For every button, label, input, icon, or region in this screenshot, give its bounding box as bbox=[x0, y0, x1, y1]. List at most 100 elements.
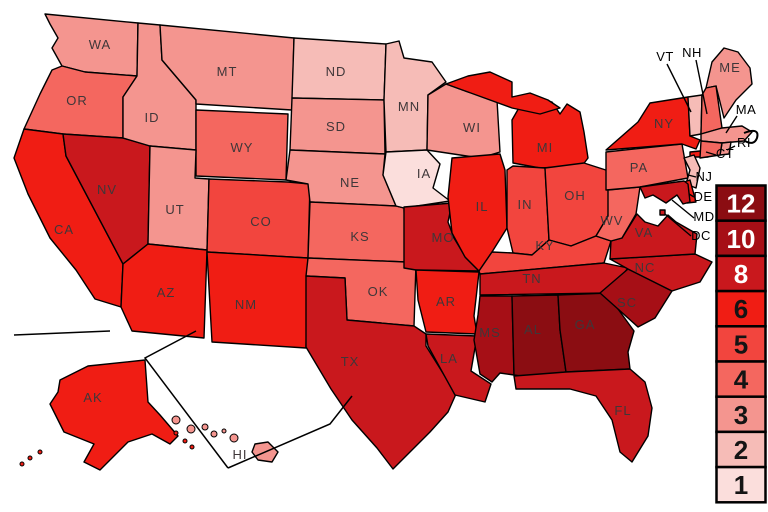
pointer-line-ri bbox=[726, 145, 736, 151]
legend-value-12: 12 bbox=[727, 189, 756, 219]
island-hi bbox=[201, 423, 209, 431]
state-label-mt: MT bbox=[217, 64, 238, 79]
state-md[interactable] bbox=[639, 180, 691, 205]
state-label-in: IN bbox=[518, 197, 533, 212]
state-label-nd: ND bbox=[326, 64, 347, 79]
pointer-line-ct bbox=[705, 151, 717, 156]
legend-swatch-12 bbox=[715, 184, 767, 222]
state-label-az: AZ bbox=[157, 285, 176, 300]
state-label-nv: NV bbox=[97, 182, 117, 197]
state-label-wa: WA bbox=[89, 37, 111, 52]
cape-cod-hook bbox=[743, 129, 759, 144]
island-ak bbox=[182, 438, 188, 444]
state-label-pa: PA bbox=[630, 160, 648, 175]
state-label-ma: MA bbox=[736, 102, 757, 117]
state-label-oh: OH bbox=[564, 188, 586, 203]
pointer-line-nj bbox=[687, 174, 697, 178]
state-label-mo: MO bbox=[432, 230, 455, 245]
legend-value-4: 4 bbox=[734, 365, 749, 395]
state-nh[interactable] bbox=[700, 85, 723, 135]
pointer-line-nh bbox=[695, 59, 708, 115]
pointer-line-de bbox=[688, 193, 695, 198]
state-label-nc: NC bbox=[635, 260, 656, 275]
state-mn[interactable] bbox=[383, 40, 447, 153]
state-label-dc: DC bbox=[691, 228, 711, 243]
legend-value-10: 10 bbox=[727, 224, 756, 254]
state-nj[interactable] bbox=[683, 154, 701, 189]
legend-swatch-5 bbox=[715, 325, 767, 363]
state-label-ms: MS bbox=[479, 325, 501, 340]
legend-value-6: 6 bbox=[734, 294, 748, 324]
island-ak bbox=[173, 430, 179, 436]
state-label-tn: TN bbox=[522, 271, 541, 286]
state-label-me: ME bbox=[719, 60, 741, 75]
state-label-mi: MI bbox=[537, 140, 553, 155]
pointer-line-dc bbox=[664, 213, 692, 237]
state-va[interactable] bbox=[609, 213, 698, 260]
pointer-line-md bbox=[671, 199, 695, 219]
state-label-wy: WY bbox=[231, 140, 254, 155]
state-label-nj: NJ bbox=[696, 169, 713, 184]
state-label-ne: NE bbox=[340, 175, 360, 190]
state-vt[interactable] bbox=[687, 94, 703, 137]
state-fl[interactable] bbox=[513, 368, 653, 463]
legend-swatch-8 bbox=[715, 254, 767, 293]
state-label-sd: SD bbox=[326, 119, 346, 134]
state-label-ca: CA bbox=[54, 222, 74, 237]
island-hi bbox=[210, 430, 218, 438]
state-label-ri: RI bbox=[737, 135, 751, 150]
state-label-fl: FL bbox=[614, 403, 631, 418]
island-ak bbox=[27, 455, 33, 461]
state-ct[interactable] bbox=[699, 140, 723, 159]
state-label-va: VA bbox=[635, 225, 653, 240]
island-hi bbox=[221, 428, 227, 434]
state-label-de: DE bbox=[693, 189, 712, 204]
inset-divider-lines bbox=[13, 129, 759, 469]
state-me[interactable] bbox=[705, 47, 753, 119]
state-label-ny: NY bbox=[654, 116, 674, 131]
island-hi bbox=[171, 415, 181, 425]
legend-swatch-3 bbox=[715, 395, 767, 434]
state-label-md: MD bbox=[693, 209, 714, 224]
state-label-co: CO bbox=[250, 214, 272, 229]
state-label-ky: KY bbox=[535, 238, 554, 253]
state-label-wi: WI bbox=[463, 120, 481, 135]
state-label-ia: IA bbox=[417, 166, 431, 181]
island-ak bbox=[37, 449, 43, 455]
state-label-nm: NM bbox=[235, 297, 257, 312]
state-nm[interactable] bbox=[206, 251, 309, 349]
state-label-tx: TX bbox=[341, 354, 360, 369]
inset-divider-2 bbox=[143, 330, 229, 469]
state-label-ct: CT bbox=[716, 146, 734, 161]
legend-value-3: 3 bbox=[734, 400, 748, 430]
island-hi bbox=[229, 433, 239, 443]
legend-swatch-1 bbox=[715, 465, 767, 504]
inset-divider-3 bbox=[227, 395, 353, 469]
island-hi bbox=[186, 424, 196, 434]
state-label-wv: WV bbox=[601, 213, 624, 228]
state-ak[interactable] bbox=[49, 359, 179, 471]
state-tx[interactable] bbox=[305, 275, 457, 470]
state-label-ga: GA bbox=[575, 317, 596, 332]
island-ak bbox=[189, 444, 195, 450]
legend: 12 10 8 6 5 4 3 2 1 bbox=[715, 184, 767, 504]
state-label-al: AL bbox=[524, 322, 542, 337]
state-label-vt: VT bbox=[656, 49, 674, 64]
state-label-mn: MN bbox=[398, 99, 420, 114]
state-dc[interactable] bbox=[659, 209, 666, 216]
inset-divider-1 bbox=[13, 330, 111, 336]
legend-value-5: 5 bbox=[734, 329, 748, 359]
state-label-or: OR bbox=[66, 93, 88, 108]
state-label-sc: SC bbox=[617, 295, 637, 310]
legend-swatch-2 bbox=[715, 430, 767, 469]
state-az[interactable] bbox=[120, 243, 208, 339]
state-mi[interactable] bbox=[445, 71, 561, 115]
state-label-nh: NH bbox=[682, 45, 702, 60]
legend-value-1: 1 bbox=[734, 470, 748, 500]
island-ak bbox=[19, 461, 25, 467]
state-label-ak: AK bbox=[83, 390, 102, 405]
state-label-ok: OK bbox=[368, 284, 389, 299]
state-al[interactable] bbox=[511, 294, 567, 386]
state-wv[interactable] bbox=[595, 186, 641, 242]
